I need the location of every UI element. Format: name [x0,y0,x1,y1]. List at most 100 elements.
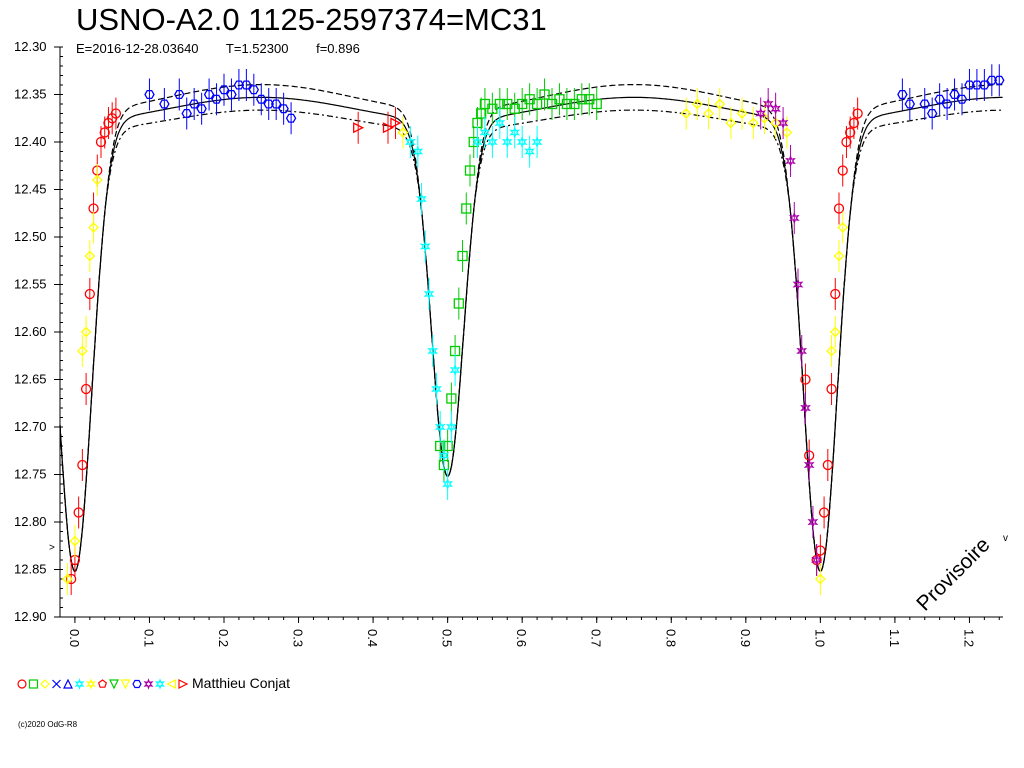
series-crossstar [755,88,822,576]
data-point [80,326,92,338]
data-point [256,94,267,104]
x-tick-label: 1.1 [887,629,902,647]
data-point [524,145,535,158]
data-point [442,440,453,452]
data-point [904,99,916,109]
data-point [442,477,453,491]
data-point [796,344,808,358]
x-tick-label: 0.8 [663,629,678,647]
data-point [73,507,84,518]
legend-symbol-star [155,678,165,690]
x-tick-label: 0.7 [589,629,604,647]
data-point [539,89,550,100]
y-tick-label: 12.50 [14,229,47,244]
data-point [826,345,837,357]
data-point [62,573,73,585]
series-diamond [62,88,849,595]
data-point [218,85,230,95]
data-point [956,94,968,104]
data-point [248,85,260,95]
data-point [703,108,714,119]
legend-observer: Matthieu Conjat [192,675,291,691]
x-tick-label: 0.1 [141,629,156,647]
data-point [785,154,796,168]
copyright-text: (c)2020 OdG-R8 [18,720,78,729]
data-point [69,535,81,547]
chart-title: USNO-A2.0 1125-2597374=MC31 [76,2,547,37]
data-point [770,117,782,129]
y-tick-label: 12.30 [14,39,47,54]
data-point [99,127,110,138]
x-tick-label: 0.0 [67,629,82,647]
data-point [818,507,830,518]
data-point [110,108,122,119]
y-tick-label: 12.40 [14,134,47,149]
data-point [755,107,767,120]
data-point [84,288,95,300]
data-point [226,89,237,100]
data-point [76,345,88,357]
data-point [285,113,297,123]
data-point [211,94,222,104]
legend-symbol-star [74,678,85,690]
data-point [826,383,837,395]
model-curve [59,109,1003,573]
data-point [446,420,457,434]
data-point [457,250,468,262]
legend-symbol-cross [52,679,61,689]
x-tick-label: 0.4 [365,629,380,647]
data-point [829,326,841,338]
legend-symbol-diamond [40,679,50,689]
provisional-stamp: Provisoire [912,533,994,615]
data-point [382,122,394,134]
data-point [397,127,409,138]
data-point [770,102,781,115]
data-point [807,515,819,529]
data-point [830,288,841,300]
y-tick-label: 12.90 [14,609,47,624]
period-label: T=1.52300 [225,41,289,56]
data-point [278,104,289,114]
data-point [833,203,845,214]
series-hexagon [144,64,1005,135]
data-point [971,80,983,90]
data-point [427,344,439,358]
data-point [446,393,457,404]
y-tick-label: 12.80 [14,514,47,529]
data-point [714,98,726,110]
data-point [762,97,774,111]
data-point [941,99,953,109]
y-tick-label: 12.45 [14,182,47,197]
y-tick-label: 12.60 [14,324,47,339]
legend-symbol-tri-down [120,679,131,690]
data-point [788,211,800,225]
data-point [576,94,587,105]
data-point [949,89,960,100]
data-point [531,98,543,110]
data-point [487,135,498,149]
data-point [405,135,416,149]
data-point [419,240,431,253]
x-tick-label: 1.0 [812,629,827,647]
legend-symbol-crossstar [143,678,154,690]
data-point [747,117,759,129]
data-point [203,89,215,100]
legend-symbol-circle [17,679,27,689]
data-point [449,363,461,377]
model-curve [59,84,1003,573]
data-point [95,136,107,148]
model-curve [59,96,1003,573]
factor-label: f=0.896 [316,41,360,56]
data-point [494,116,506,130]
y-tick-label: 12.85 [14,562,47,577]
series-star [405,107,543,500]
x-tick-label: 0.6 [514,629,529,647]
series-tri-right [353,107,402,144]
data-point [680,108,692,119]
data-point [66,573,77,585]
series-square [435,78,602,481]
data-point [848,117,860,129]
data-point [822,459,833,471]
data-point [181,108,192,119]
